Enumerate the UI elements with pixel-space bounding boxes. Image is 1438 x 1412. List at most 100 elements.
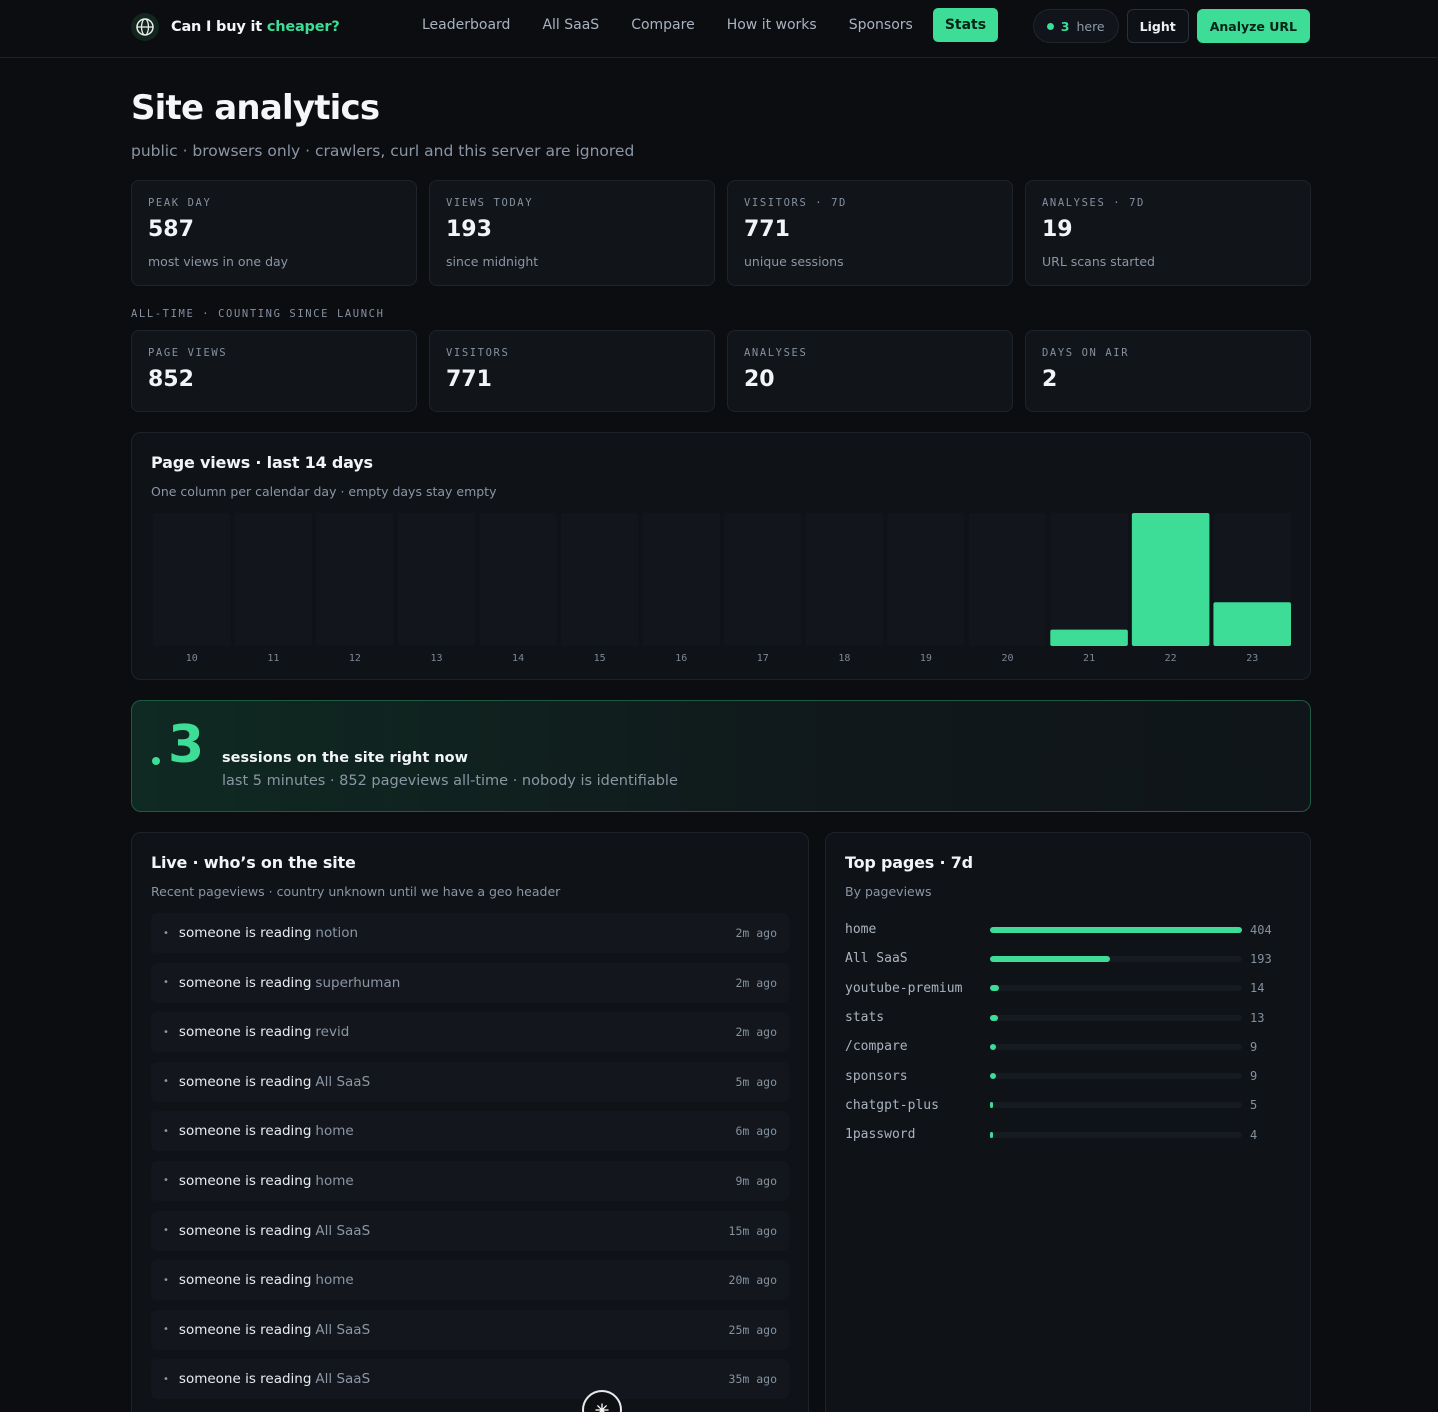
nav-stats[interactable]: Stats: [932, 8, 999, 42]
top-page-bar-fill: [990, 1073, 996, 1080]
chart-description: One column per calendar day · empty days…: [151, 484, 497, 499]
top-page-bar-fill: [990, 985, 999, 992]
top-page-row[interactable]: youtube-premium 14: [845, 974, 1291, 1003]
live-row-page: home: [315, 1123, 354, 1140]
live-row-time: 6m ago: [735, 1124, 777, 1139]
live-row-time: 20m ago: [728, 1273, 777, 1288]
top-page-bar-track: [990, 926, 1242, 933]
stat-card-visitors: VISITORS 771: [429, 330, 715, 412]
live-row[interactable]: • someone is reading All SaaS 35m ago: [151, 1359, 789, 1400]
top-page-name: 1password: [845, 1127, 916, 1143]
x-tick-label: 23: [1246, 653, 1258, 663]
top-page-count: 4: [1250, 1127, 1258, 1142]
live-row[interactable]: • someone is reading All SaaS 5m ago: [151, 1061, 789, 1102]
live-row-prefix: someone is reading: [178, 925, 312, 941]
live-session-count: 3: [168, 715, 205, 775]
stat-card-page-views: PAGE VIEWS 852: [131, 330, 417, 412]
bullet-icon: •: [163, 1373, 169, 1385]
brand-logo-link[interactable]: Can I buy it cheaper?: [131, 13, 340, 41]
bar-column-20: [968, 513, 1047, 646]
live-row-page: home: [315, 1172, 354, 1189]
x-tick-label: 22: [1165, 653, 1177, 663]
bar-column-13: [397, 513, 476, 646]
top-page-row[interactable]: /compare 9: [845, 1032, 1291, 1061]
alltime-cards: PAGE VIEWS 852 VISITORS 771 ANALYSES 20 …: [131, 330, 1311, 412]
online-count-pill[interactable]: 3 here: [1032, 9, 1119, 43]
top-page-name: home: [845, 922, 877, 938]
x-tick-label: 11: [267, 653, 279, 663]
top-pages-title: Top pages · 7d: [845, 853, 973, 872]
live-row-prefix: someone is reading: [178, 1321, 312, 1338]
live-row-page: All SaaS: [315, 1371, 371, 1388]
stat-card-visitors-7d: VISITORS · 7D 771 unique sessions: [727, 180, 1013, 286]
top-page-row[interactable]: All SaaS 193: [845, 944, 1291, 973]
x-tick-label: 21: [1083, 653, 1095, 663]
live-row-time: 25m ago: [728, 1322, 777, 1337]
bullet-icon: •: [163, 1026, 169, 1038]
main-content: Site analytics public · browsers only · …: [131, 58, 1311, 1412]
bullet-icon: •: [163, 977, 169, 989]
live-row-prefix: someone is reading: [178, 1272, 312, 1289]
live-row[interactable]: • someone is reading home 9m ago: [151, 1160, 789, 1201]
analyze-url-button[interactable]: Analyze URL: [1196, 9, 1310, 43]
stat-value: 771: [446, 367, 492, 392]
live-visitors-panel: Live · who’s on the site Recent pageview…: [131, 832, 809, 1412]
bullet-icon: •: [163, 1076, 169, 1088]
live-row-time: 5m ago: [735, 1074, 777, 1089]
top-page-count: 5: [1250, 1098, 1258, 1113]
bar-column-18: [805, 513, 884, 646]
nav-all-saas[interactable]: All SaaS: [542, 17, 600, 33]
top-page-bar-track: [990, 955, 1242, 962]
brand-name: Can I buy it cheaper?: [171, 19, 340, 35]
nav-how-it-works[interactable]: How it works: [726, 17, 817, 33]
sparkle-icon[interactable]: [582, 1390, 622, 1412]
nav-sponsors[interactable]: Sponsors: [848, 17, 913, 33]
live-row[interactable]: • someone is reading notion 2m ago: [151, 913, 789, 953]
bar-column-12: [316, 513, 394, 646]
top-page-bar-fill: [990, 1043, 996, 1050]
top-navigation-bar: Can I buy it cheaper? Leaderboard All Sa…: [0, 0, 1438, 58]
nav-compare[interactable]: Compare: [631, 17, 695, 33]
bar-22[interactable]: [1131, 513, 1210, 646]
live-row[interactable]: • someone is reading All SaaS 25m ago: [151, 1309, 789, 1350]
top-page-row[interactable]: sponsors 9: [845, 1061, 1291, 1090]
stat-card-analyses-7d: ANALYSES · 7D 19 URL scans started: [1025, 180, 1311, 286]
top-page-row[interactable]: stats 13: [845, 1003, 1291, 1032]
stat-card-peak-day: PEAK DAY 587 most views in one day: [131, 180, 417, 286]
page-views-bar-chart: 10 11 12 13 14 15 16 17 18 19 20 21 22 23: [153, 513, 1291, 663]
live-detail: last 5 minutes · 852 pageviews all-time …: [222, 773, 678, 789]
live-row-prefix: someone is reading: [178, 1024, 312, 1041]
live-row[interactable]: • someone is reading home 6m ago: [151, 1111, 789, 1152]
bar-21[interactable]: [1050, 629, 1128, 646]
top-pages-list: home 404 All SaaS 193 youtube-premium 14 stats…: [845, 915, 1291, 1149]
live-row-time: 35m ago: [728, 1372, 777, 1387]
page-views-chart-panel: Page views · last 14 days One column per…: [131, 432, 1311, 680]
bullet-icon: •: [163, 1274, 169, 1286]
top-page-count: 9: [1250, 1069, 1258, 1084]
bar-23[interactable]: [1213, 602, 1291, 646]
live-row-page: home: [315, 1272, 354, 1289]
stat-note: URL scans started: [1042, 254, 1155, 269]
nav-leaderboard[interactable]: Leaderboard: [422, 17, 511, 33]
bar-column-15: [560, 513, 639, 646]
stat-value: 771: [744, 217, 790, 242]
top-page-row[interactable]: 1password 4: [845, 1120, 1291, 1149]
top-page-row[interactable]: chatgpt-plus 5: [845, 1091, 1291, 1120]
top-page-bar-track: [990, 1102, 1242, 1109]
live-row[interactable]: • someone is reading revid 2m ago: [151, 1012, 789, 1053]
live-row-time: 9m ago: [735, 1173, 777, 1188]
x-tick-label: 16: [675, 653, 687, 663]
bar-column-11: [234, 513, 313, 646]
top-page-row[interactable]: home 404: [845, 915, 1291, 944]
top-page-count: 9: [1250, 1039, 1258, 1054]
live-row[interactable]: • someone is reading superhuman 2m ago: [151, 962, 789, 1003]
theme-toggle-button[interactable]: Light: [1126, 9, 1189, 43]
live-row[interactable]: • someone is reading home 20m ago: [151, 1260, 789, 1301]
x-tick-label: 13: [430, 653, 442, 663]
stat-value: 587: [148, 217, 194, 242]
page-subtitle: public · browsers only · crawlers, curl …: [131, 142, 635, 160]
live-panel-title: Live · who’s on the site: [151, 853, 356, 872]
bar-column-19: [887, 513, 965, 646]
live-row[interactable]: • someone is reading All SaaS 15m ago: [151, 1210, 789, 1251]
summary-cards: PEAK DAY 587 most views in one day VIEWS…: [131, 180, 1311, 286]
